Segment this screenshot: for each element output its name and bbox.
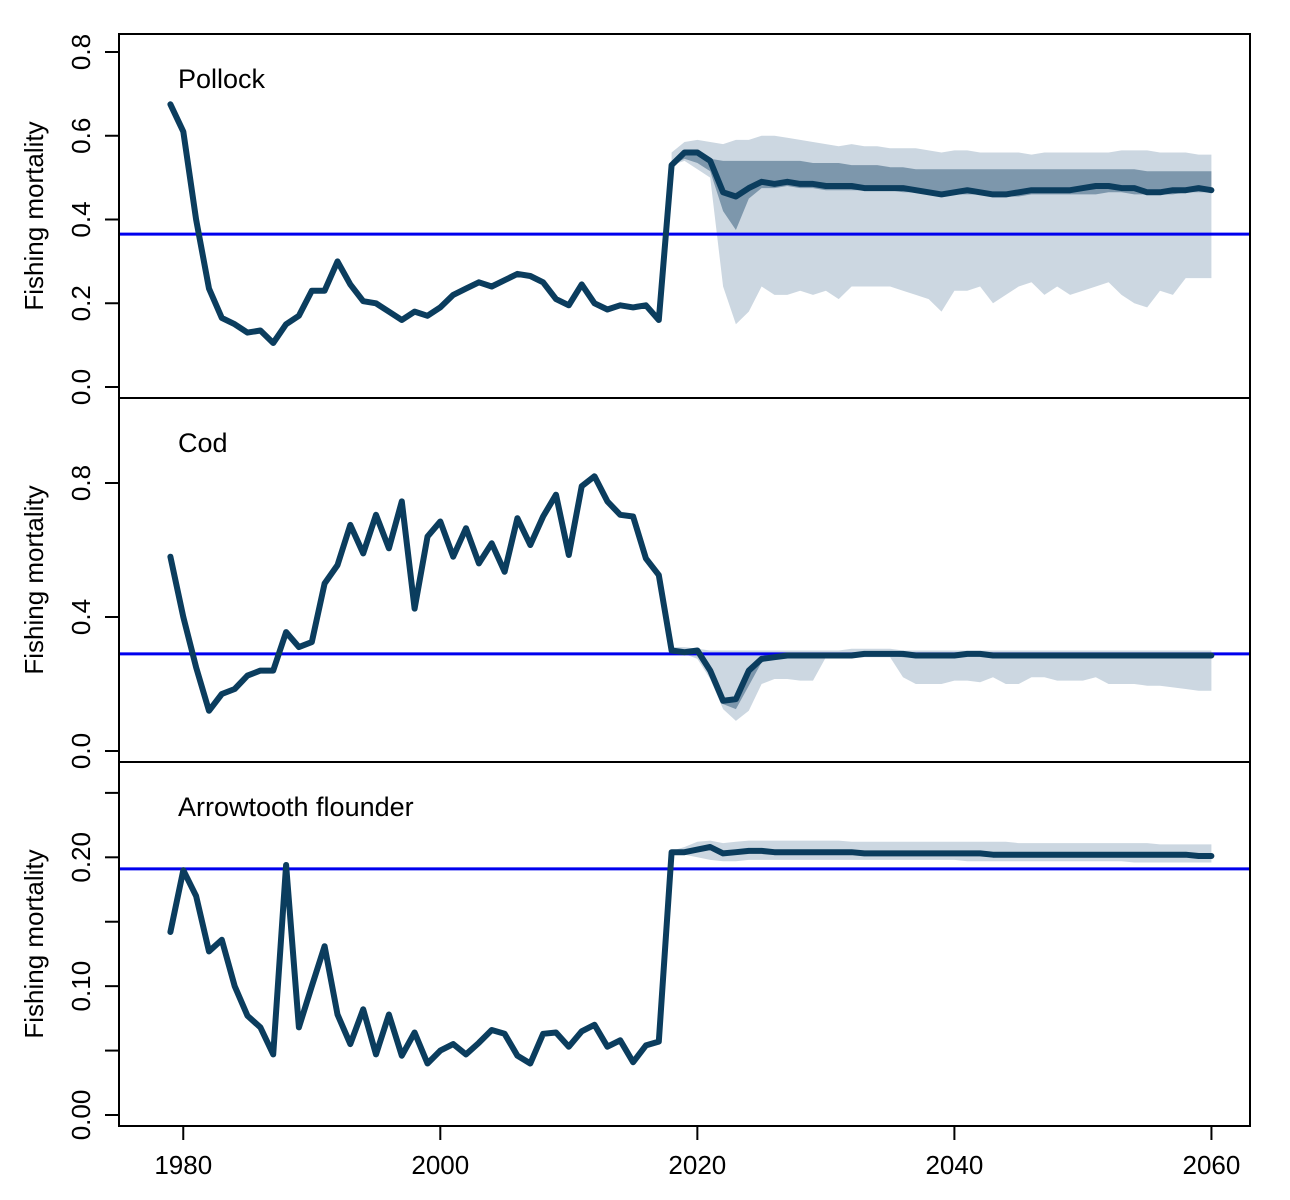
series-line-0 <box>167 844 1215 1067</box>
plot-area <box>119 840 1250 1067</box>
panel-2: 0.00 0.10 0.20 Fishing mortality Arrowtooth … <box>19 761 1251 1141</box>
panel-frame <box>118 761 1251 1127</box>
y-tick-label: 0.4 <box>66 201 96 237</box>
x-tick-label: 2000 <box>411 1150 469 1180</box>
x-tick-label: 2060 <box>1183 1150 1241 1180</box>
panel-0: 0.0 0.2 0.4 0.6 0.8 Fishing mortality Pollock <box>19 33 1251 405</box>
y-tick-label: 0.2 <box>66 285 96 321</box>
panel-title: Pollock <box>178 64 266 94</box>
x-tick-label: 2040 <box>925 1150 983 1180</box>
series-line-0 <box>167 473 1215 714</box>
y-tick-label: 0.8 <box>66 34 96 70</box>
plot-area <box>119 101 1250 346</box>
y-tick-label: 0.4 <box>66 599 96 635</box>
x-tick-label: 2020 <box>668 1150 726 1180</box>
y-tick-label: 0.00 <box>66 1090 96 1141</box>
panel-1: 0.0 0.4 0.8 Fishing mortality Cod <box>19 397 1251 769</box>
plot-area <box>119 473 1250 721</box>
x-axis: 1980 2000 2020 2040 2060 <box>154 1126 1240 1180</box>
y-tick-label: 0.0 <box>66 369 96 405</box>
uncertainty-band-inner <box>671 150 1212 230</box>
y-tick-label: 0.6 <box>66 118 96 154</box>
uncertainty-band-outer <box>671 647 1212 721</box>
y-tick-label: 0.20 <box>66 832 96 883</box>
y-axis-title: Fishing mortality <box>19 485 49 674</box>
panel-title: Cod <box>178 428 228 458</box>
y-tick-label: 0.0 <box>66 733 96 769</box>
y-tick-label: 0.8 <box>66 465 96 501</box>
y-tick-label: 0.10 <box>66 961 96 1012</box>
series-line-0 <box>167 101 1215 346</box>
x-tick-label: 1980 <box>154 1150 212 1180</box>
panel-frame <box>118 397 1251 763</box>
panel-title: Arrowtooth flounder <box>178 792 414 822</box>
y-axis-title: Fishing mortality <box>19 849 49 1038</box>
y-axis-title: Fishing mortality <box>19 121 49 310</box>
